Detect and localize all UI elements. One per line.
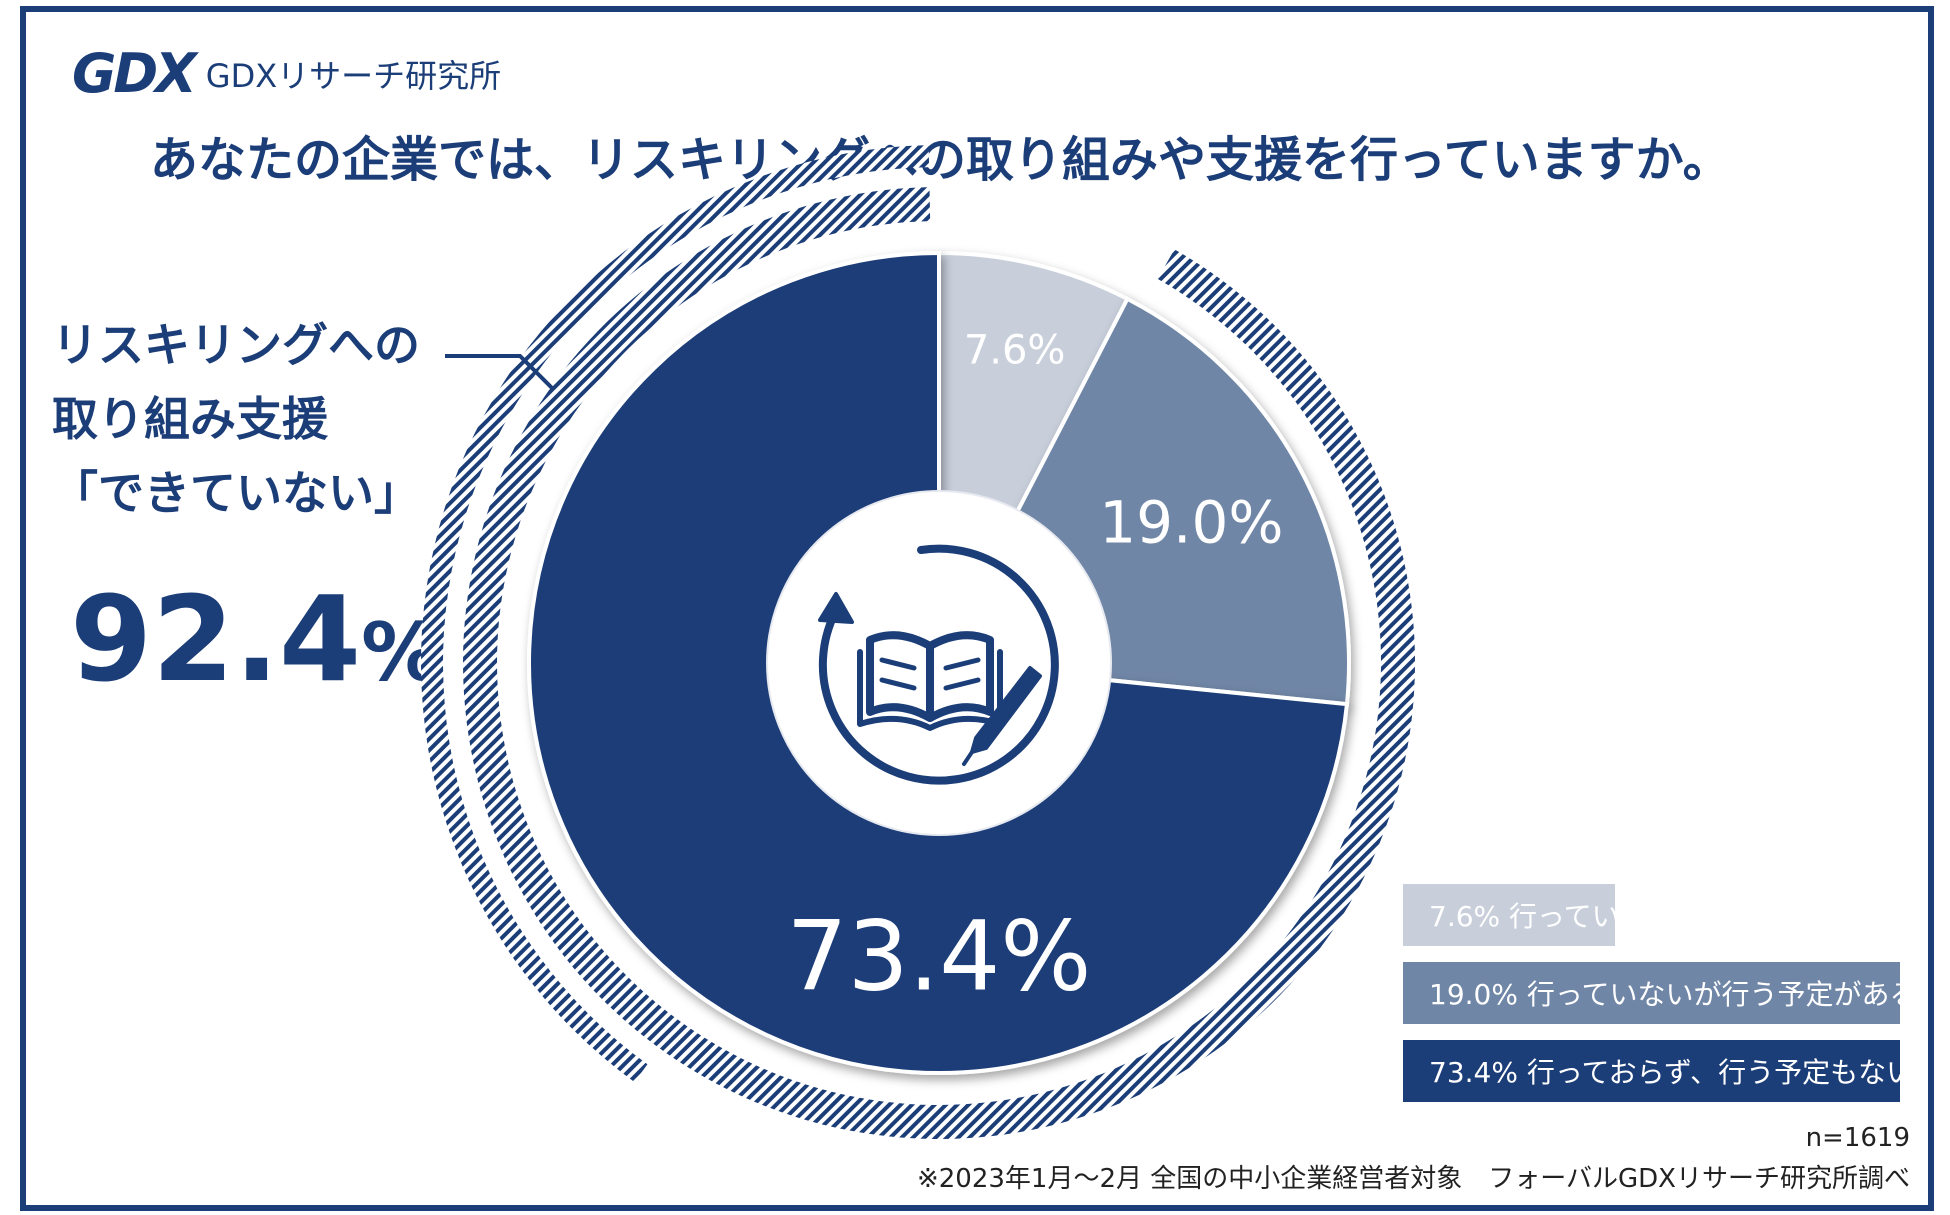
callout-line-3: 「できていない」	[52, 466, 420, 520]
gdx-logo-mark: GDX	[72, 42, 197, 105]
callout-value: 92.4%	[70, 580, 441, 698]
callout-line-1: リスキリングへの	[52, 318, 420, 372]
legend-item-not-planned: 73.4% 行っておらず、行う予定もない	[1403, 1040, 1914, 1102]
callout-line-2: 取り組み支援	[52, 392, 328, 446]
center-badge	[766, 490, 1112, 836]
slice-label-not-planned: 73.4%	[787, 900, 1092, 1012]
pie-slice-labels: 7.6% 19.0% 73.4%	[787, 327, 1284, 1012]
legend-item-doing: 7.6% 行っている	[1403, 884, 1648, 946]
chart-title: あなたの企業では、リスキリングへの取り組みや支援を行っていますか。	[150, 132, 1731, 188]
legend-item-planned: 19.0% 行っていないが行う予定がある	[1403, 962, 1917, 1024]
survey-note: ※2023年1月〜2月 全国の中小企業経営者対象 フォーバルGDXリサーチ研究所…	[916, 1164, 1910, 1194]
callout-text: リスキリングへの 取り組み支援 「できていない」	[52, 308, 420, 530]
slice-label-doing: 7.6%	[964, 327, 1066, 373]
callout-leader-line	[445, 354, 554, 390]
slice-label-planned: 19.0%	[1099, 488, 1283, 556]
logo: GDX GDXリサーチ研究所	[72, 42, 501, 105]
org-name: GDXリサーチ研究所	[205, 56, 502, 95]
callout-number: 92.4	[70, 570, 362, 708]
book-pen-refresh-icon	[818, 544, 1059, 785]
sample-size: n=1619	[1805, 1123, 1910, 1153]
